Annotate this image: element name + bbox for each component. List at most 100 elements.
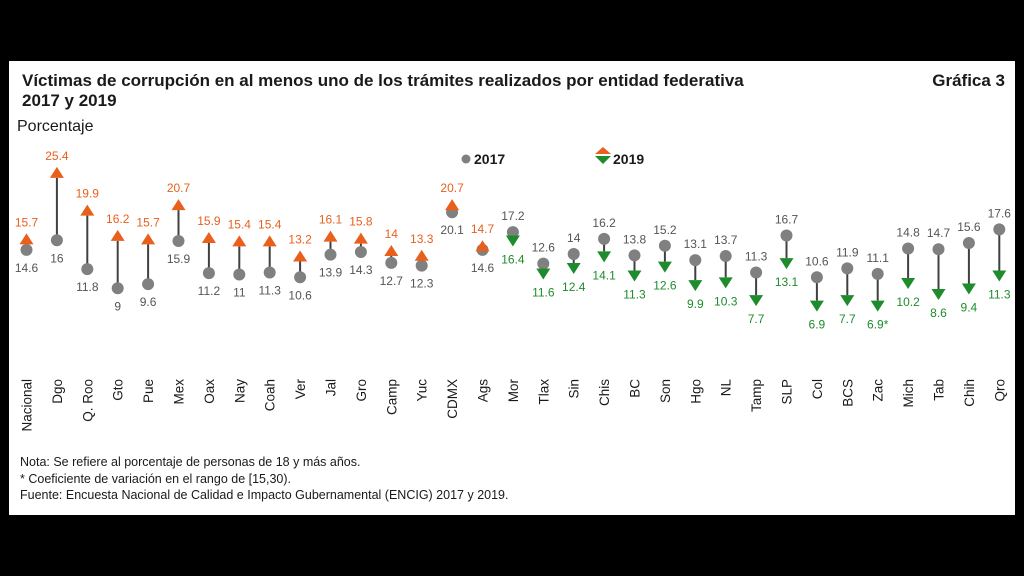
marker-2017 (750, 266, 763, 279)
data-label-2017: 13.7 (714, 233, 738, 247)
data-label-2017: 11.3 (745, 249, 768, 263)
marker-2019-down (779, 258, 794, 270)
marker-2019-up (414, 249, 429, 261)
x-tick-label: CDMX (445, 379, 460, 419)
marker-2017 (202, 267, 215, 280)
x-tick-label: Col (810, 379, 825, 399)
marker-2019-down (840, 295, 855, 307)
data-label-2019: 13.2 (288, 232, 312, 246)
marker-2017 (294, 271, 307, 284)
x-tick-label: Gro (354, 379, 369, 402)
marker-2019-up (293, 250, 308, 262)
data-label-2019: 16.1 (319, 213, 343, 227)
data-label-2017: 14.3 (349, 263, 373, 277)
data-label-2019: 10.2 (896, 295, 920, 309)
marker-2017 (415, 259, 428, 272)
x-tick-label: BC (628, 379, 643, 398)
data-label-2017: 17.6 (988, 206, 1012, 220)
data-label-2019: 6.9* (867, 318, 889, 332)
marker-2017 (111, 282, 124, 295)
data-label-2017: 9 (114, 299, 121, 313)
data-label-2017: 14.6 (471, 261, 495, 275)
marker-2017 (233, 268, 246, 281)
legend-2019-up-marker (595, 147, 611, 154)
data-label-2017: 16 (50, 251, 64, 265)
data-label-2019: 13.3 (410, 232, 434, 246)
x-tick-label: Yuc (415, 379, 430, 402)
marker-2017 (567, 248, 580, 260)
data-label-2019: 19.9 (76, 187, 100, 201)
marker-2019-up (141, 233, 156, 245)
legend: 2017 2019 (461, 147, 644, 167)
data-label-2017: 17.2 (501, 209, 525, 223)
marker-2017 (689, 254, 702, 267)
x-axis-tick-labels: Nacional Dgo Q. Roo Gto Pue Mex Oax Nay Coah Ver J… (20, 378, 1008, 431)
figure-label: Gráfica 3 (932, 71, 1005, 90)
data-label-2017: 20.1 (440, 223, 464, 237)
x-tick-label: Mor (506, 378, 521, 402)
marker-2017 (993, 223, 1006, 236)
x-tick-label: Nay (232, 379, 247, 403)
data-label-2017: 14.7 (927, 226, 951, 240)
marker-2019-down (931, 288, 946, 300)
marker-2019-up (19, 233, 34, 245)
data-label-2017: 14.8 (896, 226, 920, 240)
marker-2019-up (201, 231, 216, 243)
data-label-2017: 15.6 (957, 220, 981, 234)
marker-2017 (172, 234, 185, 247)
marker-2017 (719, 250, 732, 263)
data-label-2017: 16.7 (775, 213, 799, 227)
data-label-2019: 14.7 (471, 222, 495, 236)
marker-2017 (142, 278, 155, 291)
marker-2017 (628, 249, 641, 262)
x-tick-label: Pue (141, 379, 156, 403)
data-label-2019: 12.4 (562, 280, 586, 294)
data-label-2019: 11.6 (532, 285, 555, 299)
unit-label: Porcentaje (17, 118, 94, 135)
data-label-2019: 9.4 (961, 301, 978, 315)
chart-title: Víctimas de corrupción en al menos uno d… (22, 71, 744, 111)
data-label-2019: 15.4 (228, 217, 252, 231)
data-label-2019: 14 (385, 227, 399, 241)
marker-2019-down (870, 300, 885, 312)
data-label-2017: 12.7 (380, 274, 404, 288)
marker-2017 (324, 248, 337, 261)
note-line: Nota: Se refiere al porcentaje de person… (20, 455, 361, 469)
x-tick-label: Ags (476, 379, 491, 403)
x-tick-label: Tamp (749, 379, 764, 412)
marker-2019-up (475, 240, 490, 252)
x-tick-label: Dgo (50, 379, 65, 404)
marker-2019-down (961, 283, 976, 295)
x-tick-label: Tlax (536, 379, 551, 405)
data-label-2019: 15.7 (136, 215, 160, 229)
data-label-2017: 15.2 (653, 223, 677, 237)
marker-2017 (506, 226, 519, 239)
x-tick-label: Nacional (20, 379, 35, 432)
marker-2017 (354, 245, 367, 258)
marker-2017 (871, 267, 884, 280)
x-tick-label: Mex (172, 379, 187, 405)
marker-2017 (932, 243, 945, 256)
marker-2019-down (901, 278, 916, 290)
data-label-2017: 11.1 (866, 251, 889, 265)
x-tick-label: SLP (780, 379, 795, 405)
data-label-2019: 11.3 (988, 287, 1011, 301)
plot-area: 15.7 14.6 25.4 16 19.9 11.8 16.2 9 15.7 9.6 20.7 15… (15, 149, 1011, 332)
x-tick-label: Tab (932, 379, 947, 401)
marker-2019-down (597, 251, 612, 263)
x-tick-label: Gto (111, 379, 126, 401)
data-label-2017: 16.2 (592, 216, 616, 230)
data-label-2019: 9.9 (687, 297, 704, 311)
legend-2017-marker (461, 154, 471, 164)
marker-2017 (810, 271, 823, 284)
x-tick-label: Chih (962, 379, 977, 407)
x-tick-label: NL (719, 379, 734, 397)
x-tick-label: Chis (597, 379, 612, 406)
data-label-2019: 8.6 (930, 306, 947, 320)
data-label-2019: 11.3 (623, 287, 646, 301)
marker-2017 (385, 256, 398, 269)
data-label-2019: 25.4 (45, 149, 69, 163)
marker-2017 (841, 262, 854, 275)
data-label-2017: 11 (233, 286, 246, 300)
marker-2017 (537, 257, 550, 270)
